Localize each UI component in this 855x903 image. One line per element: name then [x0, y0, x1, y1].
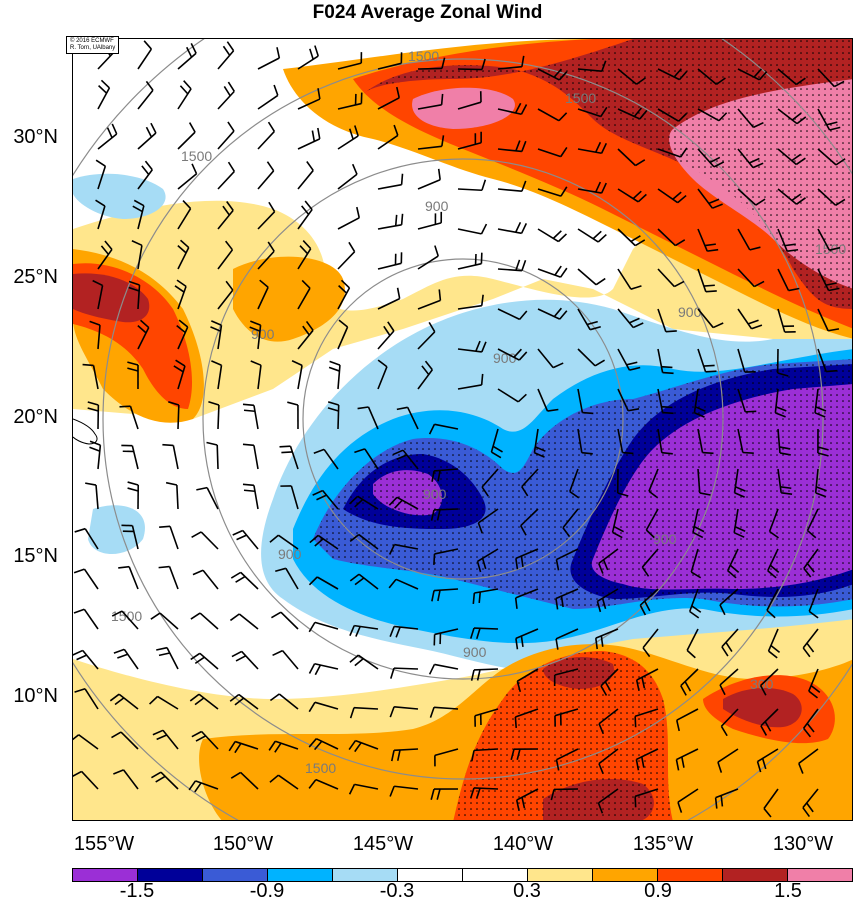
wind-barb	[258, 47, 279, 69]
wind-barb	[89, 441, 100, 469]
wind-barb	[258, 162, 274, 189]
wind-barb	[192, 532, 218, 549]
contour-label: 1500	[181, 148, 212, 164]
wind-barb	[329, 361, 340, 389]
wind-barb	[156, 648, 178, 669]
contour-label: 900	[425, 198, 449, 214]
lon-label-155w: 155°W	[54, 833, 154, 856]
wind-barb	[128, 482, 139, 509]
wind-barb	[338, 242, 355, 269]
wind-barb	[121, 445, 138, 469]
wind-barb	[232, 651, 258, 669]
wind-barb	[538, 266, 567, 277]
wind-barb	[538, 229, 566, 242]
wind-barb	[309, 664, 338, 675]
wind-barb	[338, 207, 359, 229]
wind-barb	[138, 123, 156, 149]
wind-barb	[578, 269, 605, 285]
wind-barb	[498, 260, 526, 271]
wind-barb	[98, 80, 109, 109]
wind-barb	[118, 567, 138, 589]
contour-label: 1500	[408, 48, 439, 64]
wind-barb	[166, 483, 178, 509]
contour-label: 900	[678, 304, 702, 320]
wind-barb	[298, 128, 320, 149]
wind-barb	[338, 164, 357, 189]
wind-barb	[191, 653, 218, 669]
map-title: F024 Average Zonal Wind	[0, 0, 855, 26]
wind-barb	[298, 201, 312, 229]
contour-label: 900	[423, 486, 447, 502]
credit-box: © 2016 ECMWF R. Torn, UAlbany	[66, 36, 119, 54]
shade-light-blue-west	[73, 174, 166, 219]
coastline	[73, 419, 97, 444]
contour-label: 900	[653, 531, 677, 547]
wind-barb	[418, 212, 441, 229]
lat-label-15n: 15°N	[0, 545, 58, 568]
wind-barb	[159, 567, 178, 589]
wind-barb	[578, 229, 606, 242]
wind-barb	[218, 42, 234, 69]
wind-barb	[85, 483, 98, 509]
wind-barb	[178, 164, 197, 189]
lon-label-130w: 130°W	[753, 833, 853, 856]
contour-label: 1500	[815, 241, 846, 257]
wind-barb	[258, 85, 278, 109]
lat-label-25n: 25°N	[0, 266, 58, 289]
wind-barb	[207, 443, 218, 469]
wind-barb	[178, 81, 191, 109]
wind-barb	[159, 526, 178, 549]
contour-label: 1500	[565, 90, 596, 106]
lon-label-150w: 150°W	[193, 833, 293, 856]
wind-barb	[114, 649, 138, 669]
wind-barb	[458, 224, 486, 234]
wind-barb	[218, 162, 234, 189]
wind-barb	[193, 570, 218, 589]
colorbar	[72, 868, 853, 882]
lon-label-140w: 140°W	[473, 833, 573, 856]
wind-barb	[138, 41, 151, 69]
wind-barb	[178, 123, 195, 149]
wind-barb	[430, 664, 458, 674]
wind-barb	[458, 253, 482, 269]
wind-barb	[243, 404, 258, 429]
lat-label-10n: 10°N	[0, 685, 58, 708]
credit-line-2: R. Torn, UAlbany	[70, 45, 115, 52]
wind-barb	[230, 614, 258, 629]
wind-barb	[243, 484, 258, 509]
wind-barb	[196, 488, 218, 509]
wind-barb	[243, 444, 258, 469]
wind-barb	[458, 180, 485, 190]
wind-barb	[74, 569, 98, 589]
wind-barb	[350, 655, 378, 669]
wind-barb	[298, 162, 313, 189]
lat-label-20n: 20°N	[0, 406, 58, 429]
wind-barb	[218, 82, 234, 109]
lat-label-30n: 30°N	[0, 126, 58, 149]
wind-barb	[378, 174, 403, 189]
wind-barb	[418, 246, 438, 269]
wind-barb	[218, 122, 234, 149]
map-svg: 1500150015001500150015009009009009009009…	[73, 39, 853, 821]
wind-barb	[231, 572, 258, 589]
wind-barb	[74, 609, 98, 629]
wind-barb	[498, 222, 526, 233]
map-panel: 1500150015001500150015009009009009009009…	[72, 38, 853, 821]
wind-barb	[273, 651, 298, 669]
wind-barb	[378, 214, 403, 229]
lon-label-135w: 135°W	[613, 833, 713, 856]
credit-line-1: © 2016 ECMWF	[70, 38, 115, 45]
wind-barb	[162, 445, 178, 469]
wind-barb	[287, 402, 298, 429]
lon-label-145w: 145°W	[333, 833, 433, 856]
wind-barb	[191, 613, 218, 629]
wind-barb	[271, 612, 298, 629]
contour-label: 1500	[305, 760, 336, 776]
wind-barb	[418, 169, 440, 189]
contour-label: 900	[463, 644, 487, 660]
wind-barb	[258, 122, 274, 149]
wind-barb	[378, 252, 402, 269]
